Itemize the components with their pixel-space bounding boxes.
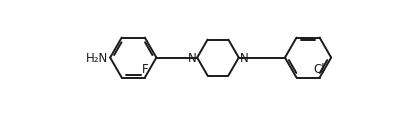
Text: N: N <box>239 52 248 65</box>
Text: Cl: Cl <box>314 63 325 76</box>
Text: F: F <box>141 63 148 76</box>
Text: H₂N: H₂N <box>86 52 108 65</box>
Text: N: N <box>188 52 196 65</box>
